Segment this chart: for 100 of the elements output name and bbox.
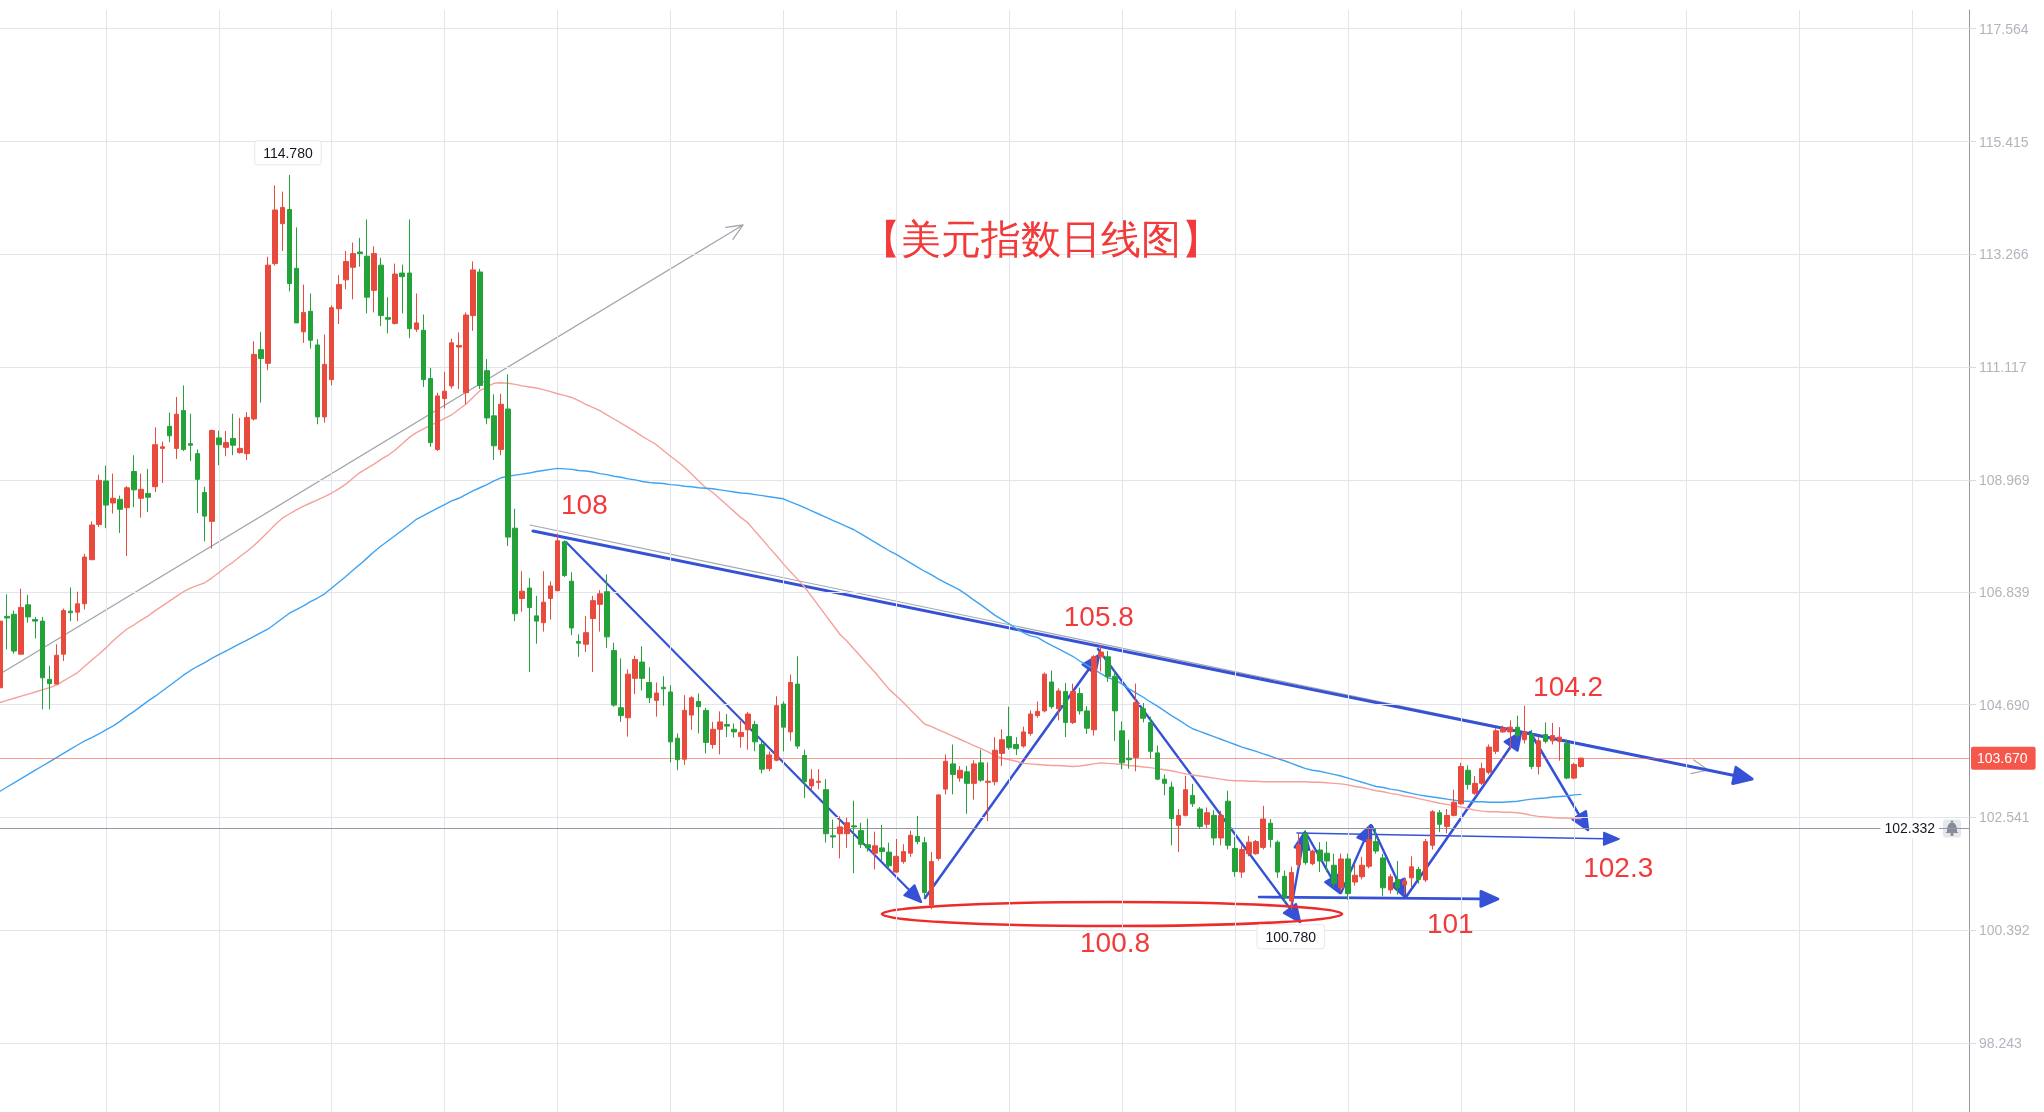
candlestick: [1465, 764, 1471, 791]
candlestick: [294, 226, 299, 324]
candlestick: [124, 485, 130, 557]
candlestick: [498, 393, 504, 456]
candlestick: [943, 753, 948, 795]
candlestick: [399, 264, 405, 314]
candlestick: [893, 838, 899, 874]
candlestick: [449, 338, 454, 390]
candlestick: [851, 800, 857, 874]
candlestick: [145, 468, 151, 513]
candlestick: [61, 608, 66, 662]
candlestick: [223, 430, 229, 457]
candlestick: [1373, 827, 1379, 855]
candlestick: [971, 759, 977, 801]
candlestick: [781, 700, 786, 752]
candlestick: [1133, 683, 1139, 772]
candlestick: [1183, 775, 1188, 817]
candlestick: [1056, 687, 1061, 721]
candlestick: [661, 675, 666, 707]
candlestick: [75, 591, 80, 622]
candlestick: [548, 580, 553, 621]
candlestick: [823, 778, 829, 844]
candlestick: [1430, 809, 1435, 850]
candlestick: [181, 384, 186, 452]
y-tick-label: 102.541: [1979, 809, 2030, 826]
candlestick: [1564, 739, 1570, 780]
candlestick: [1204, 806, 1210, 829]
candlestick: [1282, 869, 1287, 904]
candlestick: [385, 296, 391, 334]
candlestick: [724, 713, 730, 738]
y-tick-label: 117.564: [1979, 20, 2029, 37]
candlestick: [68, 587, 73, 622]
annotation: 100.780: [1265, 928, 1317, 945]
candlestick: [668, 684, 673, 763]
candlestick: [1331, 853, 1337, 889]
candlestick: [1035, 700, 1040, 719]
candlestick: [195, 448, 200, 514]
candlestick: [766, 750, 772, 772]
candlestick: [922, 836, 927, 899]
candlestick: [110, 473, 116, 514]
candlestick: [1070, 683, 1076, 725]
candlestick: [315, 338, 320, 425]
candlestick: [901, 843, 906, 865]
annotation: 102.3: [1583, 851, 1654, 883]
candlestick: [802, 749, 807, 799]
candlestick: [689, 695, 694, 731]
candlestick: [272, 184, 278, 267]
candlestick: [1169, 781, 1174, 846]
candlestick: [160, 441, 165, 484]
candlestick: [1338, 853, 1344, 892]
candlestick: [1190, 783, 1195, 808]
candlestick: [950, 743, 956, 795]
candlestick: [519, 570, 525, 613]
candlestick: [1042, 672, 1047, 713]
candlestick: [1345, 853, 1351, 901]
candlestick: [957, 765, 963, 783]
candlestick: [639, 645, 645, 691]
candlestick: [82, 553, 87, 611]
candlestick: [421, 314, 426, 388]
candlestick: [47, 665, 52, 710]
candlestick: [745, 711, 751, 751]
candlestick: [364, 218, 370, 314]
candlestick: [788, 674, 793, 742]
annotation: 100.8: [1080, 926, 1151, 958]
candlestick: [1197, 806, 1203, 830]
candlestick: [534, 595, 539, 645]
candlestick: [216, 430, 222, 466]
candlestick: [188, 413, 193, 462]
candlestick: [209, 428, 215, 550]
candlestick: [1296, 833, 1301, 869]
candlestick: [1437, 809, 1442, 833]
candlestick: [152, 426, 158, 493]
candlestick: [301, 284, 306, 344]
candlestick: [1268, 818, 1273, 848]
candlestick: [1225, 790, 1231, 850]
candlestick: [1049, 669, 1054, 710]
candlestick: [414, 293, 419, 333]
candlestick: [280, 191, 285, 252]
candlestick: [1395, 860, 1400, 896]
candlestick: [32, 616, 38, 639]
candlestick: [378, 257, 384, 327]
y-tick-label: 115.415: [1979, 133, 2029, 150]
candlestick: [174, 396, 179, 460]
annotation: 114.780: [263, 144, 313, 161]
candlestick: [1522, 705, 1527, 744]
candlestick: [1423, 838, 1428, 883]
candlestick: [731, 722, 737, 739]
candlestick: [336, 274, 342, 325]
candlestick: [40, 616, 45, 710]
candlestick: [1550, 722, 1555, 745]
candlestick: [1218, 810, 1224, 846]
candlestick: [371, 245, 377, 313]
candlestick: [428, 367, 433, 448]
text: 【美元指数日线图】: [861, 216, 1221, 262]
candlestick: [527, 577, 532, 673]
candlestick: [562, 539, 567, 578]
candlestick: [357, 237, 363, 268]
candlestick: [18, 588, 24, 655]
candlestick: [978, 749, 984, 783]
candlestick: [329, 305, 334, 386]
